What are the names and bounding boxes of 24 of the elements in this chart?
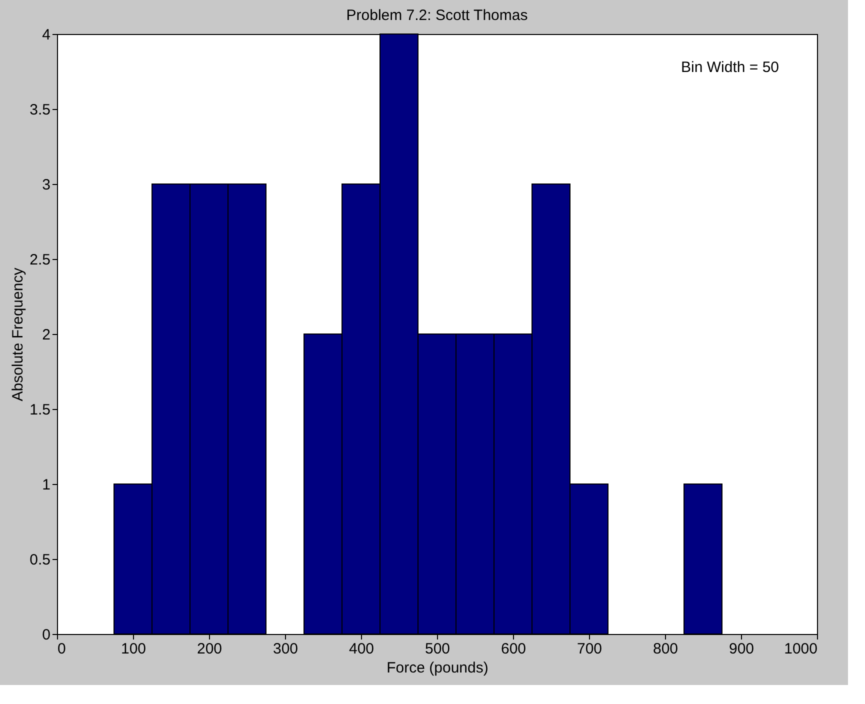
x-tick-label: 1000 — [784, 640, 818, 658]
annotation: Bin Width = 50 — [681, 59, 779, 76]
chart-title: Problem 7.2: Scott Thomas — [346, 7, 528, 24]
y-axis-title: Absolute Frequency — [10, 267, 27, 402]
x-axis-title: Force (pounds) — [386, 660, 488, 676]
x-tick-label: 0 — [58, 640, 66, 658]
y-tick-label: 2.5 — [30, 252, 50, 268]
y-tick-label: 2 — [42, 326, 50, 344]
y-tick-label: 1.5 — [30, 402, 50, 418]
x-tick-label: 200 — [196, 640, 222, 658]
y-tick-label: 4 — [42, 26, 50, 44]
y-tick-label: 3.5 — [30, 102, 50, 118]
x-tick-label: 700 — [576, 640, 602, 658]
y-tick-label: 1 — [42, 476, 50, 494]
y-tick-label: 3 — [42, 176, 50, 194]
y-tick-label: 0 — [42, 626, 50, 644]
y-tick-label: 0.5 — [30, 552, 50, 568]
x-tick-label: 400 — [348, 640, 374, 658]
x-tick-label: 900 — [728, 640, 754, 658]
x-tick-label: 100 — [120, 640, 146, 658]
x-tick-label: 300 — [272, 640, 298, 658]
x-tick-label: 800 — [652, 640, 678, 658]
x-tick-label: 600 — [500, 640, 526, 658]
x-tick-label: 500 — [424, 640, 450, 658]
